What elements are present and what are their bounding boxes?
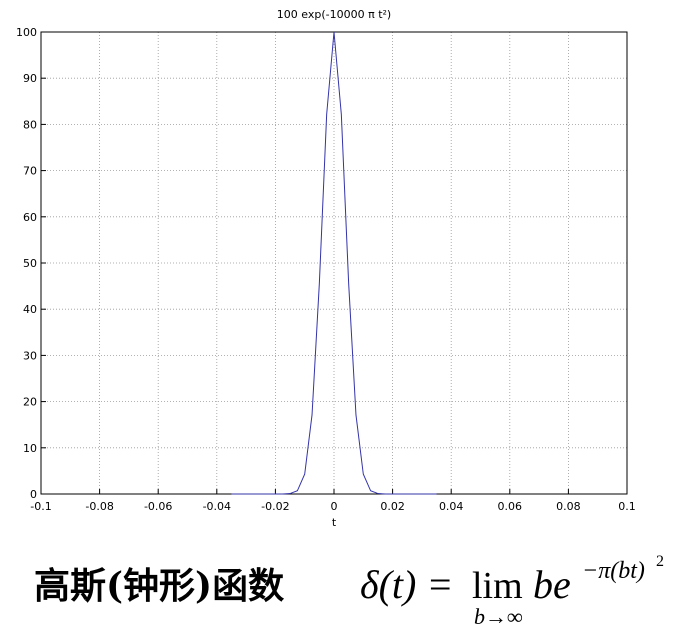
x-tick-label: -0.04	[203, 500, 231, 513]
y-tick-label: 60	[23, 211, 37, 224]
formula-lhs: δ(t) =	[360, 562, 453, 607]
x-tick-label: 0.06	[498, 500, 523, 513]
x-tick-label: -0.02	[261, 500, 289, 513]
x-tick-label: 0.08	[556, 500, 581, 513]
y-tick-label: 10	[23, 442, 37, 455]
x-tick-label: 0.02	[380, 500, 405, 513]
formula-exp-sq: 2	[656, 553, 664, 570]
formula-sub: b→∞	[474, 604, 523, 629]
data-line	[231, 31, 437, 495]
x-tick-label: 0.1	[618, 500, 636, 513]
formula-lim: lim	[472, 565, 523, 607]
formula-body: be	[533, 562, 571, 607]
caption-label: 高斯(钟形)函数	[34, 565, 284, 607]
y-tick-label: 90	[23, 72, 37, 85]
x-tick-label: 0	[331, 500, 338, 513]
x-tick-label: -0.1	[30, 500, 51, 513]
x-tick-label: 0.04	[439, 500, 464, 513]
y-tick-label: 50	[23, 257, 37, 270]
y-tick-label: 80	[23, 118, 37, 131]
chart-title: 100 exp(-10000 π t²)	[277, 8, 391, 21]
y-tick-label: 30	[23, 349, 37, 362]
x-axis-label: t	[332, 516, 337, 529]
y-tick-label: 100	[16, 26, 37, 39]
y-tick-label: 40	[23, 303, 37, 316]
formula-exp: −π(bt)	[582, 558, 645, 584]
y-tick-label: 0	[30, 488, 37, 501]
x-tick-label: -0.08	[85, 500, 113, 513]
y-tick-label: 20	[23, 396, 37, 409]
x-tick-label: -0.06	[144, 500, 172, 513]
y-tick-label: 70	[23, 165, 37, 178]
